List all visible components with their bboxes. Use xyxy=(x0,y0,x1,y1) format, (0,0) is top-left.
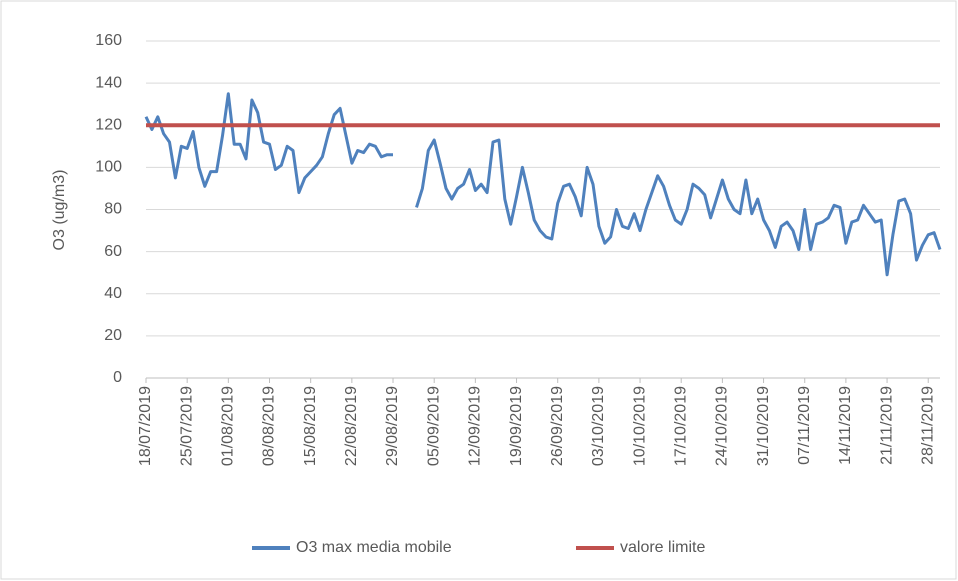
x-tick-label: 18/07/2019 xyxy=(137,386,154,466)
y-axis-title: O3 (ug/m3) xyxy=(51,170,68,251)
y-tick-label: 160 xyxy=(95,32,122,49)
x-tick-label: 26/09/2019 xyxy=(549,386,566,466)
y-tick-label: 20 xyxy=(104,327,122,344)
y-tick-label: 140 xyxy=(95,74,122,91)
x-tick-label: 05/09/2019 xyxy=(425,386,442,466)
x-tick-label: 03/10/2019 xyxy=(590,386,607,466)
x-tick-label: 01/08/2019 xyxy=(220,386,237,466)
x-tick-label: 14/11/2019 xyxy=(837,386,854,465)
legend-label: valore limite xyxy=(620,539,705,556)
x-tick-label: 15/08/2019 xyxy=(302,386,319,466)
x-tick-label: 10/10/2019 xyxy=(631,386,648,466)
x-tick-label: 25/07/2019 xyxy=(178,386,195,466)
y-tick-label: 40 xyxy=(104,285,122,302)
x-tick-label: 24/10/2019 xyxy=(714,386,731,466)
x-tick-label: 07/11/2019 xyxy=(796,386,813,465)
x-tick-label: 29/08/2019 xyxy=(384,386,401,466)
y-tick-label: 100 xyxy=(95,159,122,176)
legend-label: O3 max media mobile xyxy=(296,539,452,556)
x-tick-label: 12/09/2019 xyxy=(467,386,484,466)
series-line xyxy=(144,92,942,277)
y-tick-label: 60 xyxy=(104,243,122,260)
x-tick-label: 21/11/2019 xyxy=(878,386,895,465)
y-tick-label: 80 xyxy=(104,201,122,218)
x-tick-label: 22/08/2019 xyxy=(343,386,360,466)
y-tick-label: 120 xyxy=(95,116,122,133)
x-tick-label: 19/09/2019 xyxy=(508,386,525,466)
x-tick-label: 08/08/2019 xyxy=(261,386,278,466)
y-tick-label: 0 xyxy=(113,369,122,386)
x-tick-label: 17/10/2019 xyxy=(672,386,689,466)
x-tick-label: 31/10/2019 xyxy=(755,386,772,466)
x-tick-label: 28/11/2019 xyxy=(919,386,936,465)
